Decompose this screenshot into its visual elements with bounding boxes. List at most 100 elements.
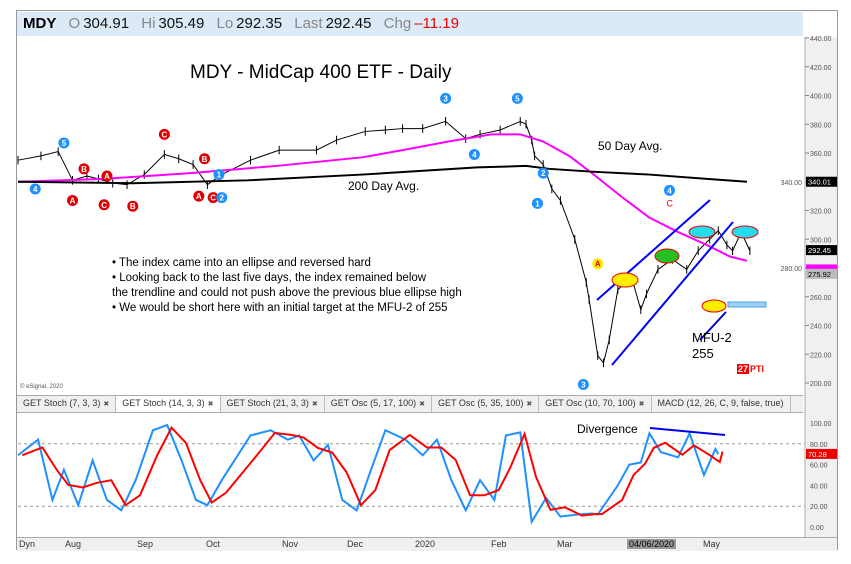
last-price-tag [806, 245, 837, 256]
wave-label: 4 [472, 150, 477, 159]
channel-lower [611, 221, 734, 366]
wave-marker [98, 199, 110, 211]
ellipse-target [701, 299, 727, 313]
close-icon[interactable]: ✖ [419, 401, 425, 408]
target-zone [727, 301, 767, 308]
ellipse-cyan [688, 225, 716, 239]
indicator-tab[interactable]: MACD (12, 26, C, 9, false, true) [652, 396, 791, 412]
indicator-tab[interactable]: GET Osc (5, 17, 100) ✖ [325, 396, 432, 412]
y-tick-label: 380.00 [810, 122, 832, 129]
divergence-line [649, 427, 726, 436]
copyright: © eSignal, 2020 [20, 383, 63, 390]
tab-label: GET Stoch (7, 3, 3) [23, 398, 101, 408]
wave-marker [78, 163, 90, 175]
indicator-tab[interactable]: GET Stoch (21, 3, 3) ✖ [221, 396, 325, 412]
wave-marker [511, 92, 523, 104]
wave-label: C [101, 201, 107, 210]
y-tick-label: 320.00 [810, 209, 832, 216]
price-line [17, 120, 751, 364]
y-tick-label: 420.00 [810, 65, 832, 72]
indicator-tab[interactable]: GET Stoch (7, 3, 3) ✖ [17, 396, 117, 412]
indicator-tab[interactable]: GET Osc (10, 70, 100) ✖ [539, 396, 652, 412]
last-price-tag-text: 292.45 [808, 246, 831, 255]
wave-marker [531, 197, 543, 209]
osc-value-text: 70.28 [808, 450, 827, 459]
quote-header: MDY O 304.91 Hi 305.49 Lo 292.35 Last 292.45… [17, 12, 803, 36]
wave-marker [207, 192, 219, 204]
high-label: Hi [141, 15, 156, 32]
wave-marker [193, 190, 205, 202]
value-tag-text: 275.92 [808, 270, 831, 279]
tab-label: GET Osc (5, 17, 100) [330, 398, 417, 408]
close-icon[interactable]: ✖ [103, 401, 110, 408]
osc-tick-label: 40.00 [810, 483, 828, 490]
ma200-tag-text: 340.01 [808, 178, 831, 187]
wave-marker [213, 169, 225, 181]
tab-label: GET Osc (5, 35, 100) [438, 398, 524, 408]
wave-label: 3 [581, 380, 586, 389]
close-icon[interactable]: ✖ [207, 401, 214, 408]
close-icon[interactable]: ✖ [526, 401, 533, 408]
chg-value: –11.19 [414, 15, 459, 32]
last-value: 292.45 [325, 15, 372, 32]
wave-label: 5 [62, 139, 67, 148]
chart-title: MDY - MidCap 400 ETF - Daily [190, 62, 452, 83]
wave-marker [440, 92, 452, 104]
channel-upper [596, 199, 711, 301]
y-tick-label: 300.00 [810, 237, 832, 244]
high-value: 305.49 [158, 15, 205, 32]
x-tick-label: Oct [206, 539, 221, 549]
mfu-value: 255 [692, 346, 714, 361]
indicator-tab[interactable]: GET Stoch (14, 3, 3) ✖ [116, 396, 221, 412]
osc-tick-label: 0.00 [810, 525, 824, 532]
close-icon[interactable]: ✖ [638, 401, 645, 408]
dyn-button[interactable]: Dyn [19, 539, 36, 549]
y-tick-label: 340.00 [781, 180, 803, 187]
wave-marker [199, 153, 211, 165]
indicator-tabs: GET Stoch (7, 3, 3) ✖ GET Stoch (14, 3, 3)… [17, 395, 803, 413]
divergence-label: Divergence [577, 422, 638, 436]
osc-value-tag [806, 448, 837, 459]
osc-tick-label: 80.00 [810, 442, 828, 449]
wave-label: 5 [515, 94, 520, 103]
indicator-tab[interactable]: GET Osc (5, 35, 100) ✖ [432, 396, 540, 412]
wave-marker [663, 184, 675, 196]
wave-label: 2 [220, 194, 225, 203]
commentary-line: the trendline and could not push above t… [112, 287, 462, 299]
wave-marker [216, 192, 228, 204]
commentary-line: • The index came into an ellipse and rev… [112, 257, 371, 269]
wave-label: C [210, 194, 216, 203]
x-axis: Dyn Aug Sep Oct Nov Dec 2020 Feb Mar 04/06/2020 Ma… [17, 537, 837, 551]
wave-marker [158, 128, 170, 140]
y-tick-label: 240.00 [810, 324, 832, 331]
x-tick-label: Feb [491, 539, 507, 549]
stoch-k-line [17, 423, 720, 525]
close-icon[interactable]: ✖ [311, 401, 318, 408]
x-tick-label: Mar [557, 539, 573, 549]
y-tick-label: 280.00 [781, 266, 803, 273]
x-tick-label: May [703, 539, 721, 549]
last-label: Last [294, 15, 323, 32]
x-tick-label: Sep [137, 539, 154, 549]
ellipse-green [654, 248, 680, 264]
y-tick-label: 260.00 [810, 295, 832, 302]
ma200-tag [806, 176, 837, 187]
wave-marker [468, 148, 480, 160]
pti-suffix: PTI [750, 364, 764, 374]
tab-label: GET Osc (10, 70, 100) [545, 398, 636, 408]
x-tick-label: Nov [282, 539, 299, 549]
y-tick-label: 440.00 [810, 36, 832, 43]
wave-label: A [104, 172, 110, 181]
wave-label: 4 [667, 186, 672, 195]
pti-badge [737, 364, 749, 374]
wave-label: 1 [535, 199, 540, 208]
tab-label: GET Stoch (21, 3, 3) [226, 398, 309, 408]
wave-label: B [130, 202, 136, 211]
y-tick-label: 220.00 [810, 352, 832, 359]
low-label: Lo [216, 15, 234, 32]
y-tick-label: 360.00 [810, 151, 832, 158]
pti-number: 27 [738, 364, 748, 374]
wave-label: 2 [541, 169, 546, 178]
symbol[interactable]: MDY [23, 15, 57, 32]
